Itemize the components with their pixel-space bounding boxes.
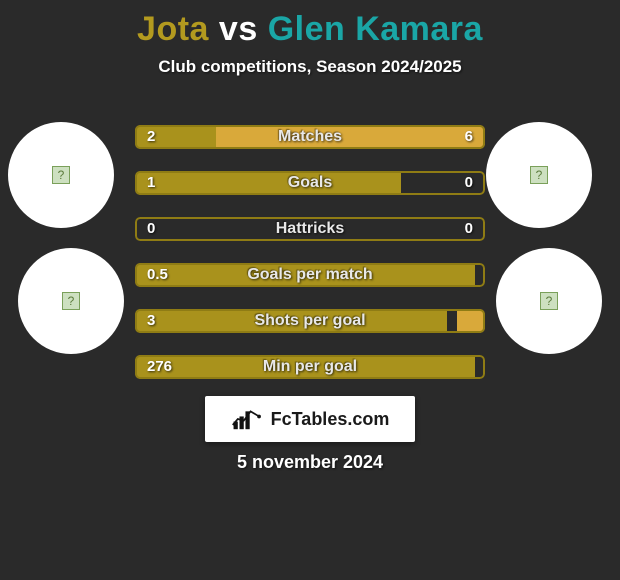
player2-name: Glen Kamara: [268, 10, 483, 48]
stat-row: 3Shots per goal: [135, 309, 485, 333]
avatar-bot_right: [496, 248, 602, 354]
image-placeholder-icon: [52, 166, 70, 184]
stat-row: 0 0Hattricks: [135, 217, 485, 241]
bar-left-fill: [135, 171, 401, 195]
bar-left-fill: [135, 355, 475, 379]
bar-border: [135, 217, 485, 241]
bar-right-fill: [457, 309, 485, 333]
bar-right-fill: [216, 125, 486, 149]
avatar-top_right: [486, 122, 592, 228]
footer-date: 5 november 2024: [0, 452, 620, 473]
stat-row: 10Goals: [135, 171, 485, 195]
image-placeholder-icon: [62, 292, 80, 310]
player1-name: Jota: [137, 10, 209, 48]
image-placeholder-icon: [530, 166, 548, 184]
avatar-bot_left: [18, 248, 124, 354]
bar-left-fill: [135, 309, 447, 333]
vs-text: vs: [219, 10, 258, 48]
brand-logo-icon: [231, 406, 265, 432]
avatar-top_left: [8, 122, 114, 228]
image-placeholder-icon: [540, 292, 558, 310]
stat-row: 26Matches: [135, 125, 485, 149]
stat-value-right: 0: [465, 217, 473, 241]
page-title: Jota vs Glen Kamara: [0, 0, 620, 49]
brand-badge: FcTables.com: [205, 396, 415, 442]
bar-left-fill: [135, 263, 475, 287]
stat-value-right: 0: [465, 171, 473, 195]
stat-label: Hattricks: [135, 217, 485, 241]
comparison-bars: 26Matches10Goals00Hattricks0.5Goals per …: [135, 125, 485, 401]
subtitle: Club competitions, Season 2024/2025: [0, 57, 620, 77]
stat-row: 0.5Goals per match: [135, 263, 485, 287]
brand-text: FcTables.com: [271, 409, 390, 430]
stat-row: 276Min per goal: [135, 355, 485, 379]
stat-value-left: 0: [147, 217, 155, 241]
bar-left-fill: [135, 125, 216, 149]
